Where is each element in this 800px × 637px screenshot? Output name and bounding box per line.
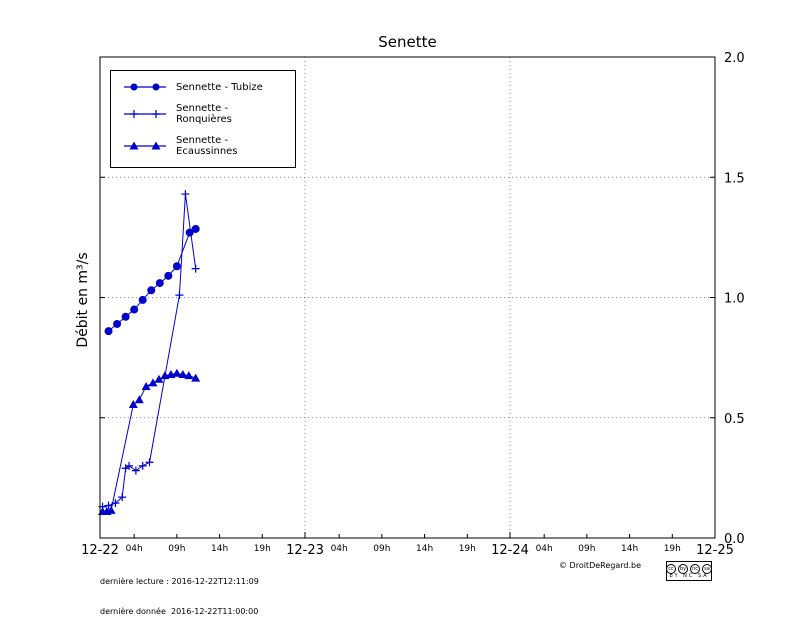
marker-plus bbox=[125, 461, 134, 470]
cc-sa-icon: sa bbox=[702, 563, 712, 574]
marker-circle bbox=[164, 271, 173, 280]
legend-label-ecaussinnes: Sennette - Ecaussinnes bbox=[176, 135, 238, 157]
last-reading-text: dernière lecture : 2016-12-22T12:11:09 bbox=[100, 577, 259, 586]
x-hour-label: 14h bbox=[621, 544, 638, 554]
marker-plus bbox=[191, 264, 200, 273]
x-hour-label: 19h bbox=[254, 544, 271, 554]
x-hour-label: 09h bbox=[168, 544, 185, 554]
y-axis-label: Débit en m³/s bbox=[75, 252, 91, 348]
marker-plus bbox=[104, 501, 113, 510]
marker-circle bbox=[191, 224, 200, 233]
marker-circle bbox=[113, 319, 122, 328]
marker-triangle bbox=[191, 373, 201, 382]
marker-circle bbox=[155, 279, 164, 288]
x-hour-label: 19h bbox=[459, 544, 476, 554]
marker-plus bbox=[138, 461, 147, 470]
x-hour-label: 09h bbox=[373, 544, 390, 554]
legend-label-ronquieres: Sennette - Ronquières bbox=[176, 103, 232, 125]
cc-license-badge: cc by nc sa BY NC SA bbox=[666, 561, 712, 581]
copyright-text: © DroitDeRegard.be bbox=[559, 561, 642, 570]
marker-triangle bbox=[134, 395, 144, 404]
legend-label-tubize: Sennette - Tubize bbox=[176, 81, 263, 93]
x-date-label: 12-22 bbox=[81, 543, 119, 558]
x-date-label: 12-24 bbox=[491, 543, 529, 558]
marker-triangle bbox=[154, 374, 164, 383]
legend: Sennette - Tubize Sennette - Ronquières … bbox=[110, 70, 296, 168]
y-tick-label: 0.0 bbox=[724, 532, 745, 547]
x-hour-label: 04h bbox=[536, 544, 553, 554]
y-tick-label: 0.5 bbox=[724, 412, 745, 427]
x-hour-label: 19h bbox=[664, 544, 681, 554]
legend-marker-circle bbox=[124, 83, 166, 91]
marker-circle bbox=[138, 295, 147, 304]
marker-triangle bbox=[184, 371, 194, 380]
legend-entry-ecaussinnes: Sennette - Ecaussinnes bbox=[111, 130, 295, 162]
last-data-text: dernière donnée 2016-12-22T11:00:00 bbox=[100, 607, 259, 616]
cc-by-icon: by bbox=[678, 563, 688, 574]
y-tick-label: 1.0 bbox=[724, 292, 745, 307]
footer-status: dernière lecture : 2016-12-22T12:11:09 d… bbox=[100, 557, 259, 637]
marker-plus bbox=[131, 466, 140, 475]
marker-triangle bbox=[172, 368, 182, 377]
marker-triangle bbox=[141, 381, 151, 390]
marker-triangle bbox=[148, 378, 158, 387]
chart-title: Senette bbox=[378, 33, 437, 51]
marker-triangle bbox=[128, 400, 138, 409]
marker-circle bbox=[104, 327, 113, 336]
cc-icon-row: cc by nc sa bbox=[666, 563, 712, 574]
cc-nc-icon: nc bbox=[690, 563, 700, 574]
legend-entry-ronquieres: Sennette - Ronquières bbox=[111, 98, 295, 130]
x-hour-label: 14h bbox=[211, 544, 228, 554]
x-hour-label: 14h bbox=[416, 544, 433, 554]
x-date-label: 12-25 bbox=[696, 543, 734, 558]
x-hour-label: 09h bbox=[578, 544, 595, 554]
marker-plus bbox=[145, 458, 154, 467]
series-line bbox=[102, 372, 196, 513]
marker-circle bbox=[121, 312, 130, 321]
y-tick-label: 2.0 bbox=[724, 51, 745, 66]
legend-marker-plus bbox=[124, 110, 166, 118]
y-tick-label: 1.5 bbox=[724, 171, 745, 186]
marker-plus bbox=[118, 493, 127, 502]
cc-caption: BY NC SA bbox=[669, 572, 709, 579]
marker-triangle bbox=[106, 505, 116, 514]
x-hour-label: 04h bbox=[126, 544, 143, 554]
legend-marker-triangle bbox=[124, 141, 166, 150]
x-hour-label: 04h bbox=[331, 544, 348, 554]
marker-triangle bbox=[178, 369, 188, 378]
marker-circle bbox=[130, 305, 139, 314]
marker-circle bbox=[147, 286, 156, 295]
marker-circle bbox=[185, 228, 194, 237]
x-date-label: 12-23 bbox=[286, 543, 324, 558]
marker-plus bbox=[175, 291, 184, 300]
chart-canvas: 0.0 0.5 1.0 1.5 2.0 12-22 12-23 12-24 12-25 04h 09… bbox=[81, 51, 745, 558]
legend-entry-tubize: Sennette - Tubize bbox=[111, 76, 295, 98]
marker-plus bbox=[181, 190, 190, 199]
cc-icon: cc bbox=[666, 563, 676, 574]
marker-circle bbox=[172, 262, 181, 271]
chart-page: 0.0 0.5 1.0 1.5 2.0 12-22 12-23 12-24 12-25 04h 09… bbox=[75, 33, 745, 616]
